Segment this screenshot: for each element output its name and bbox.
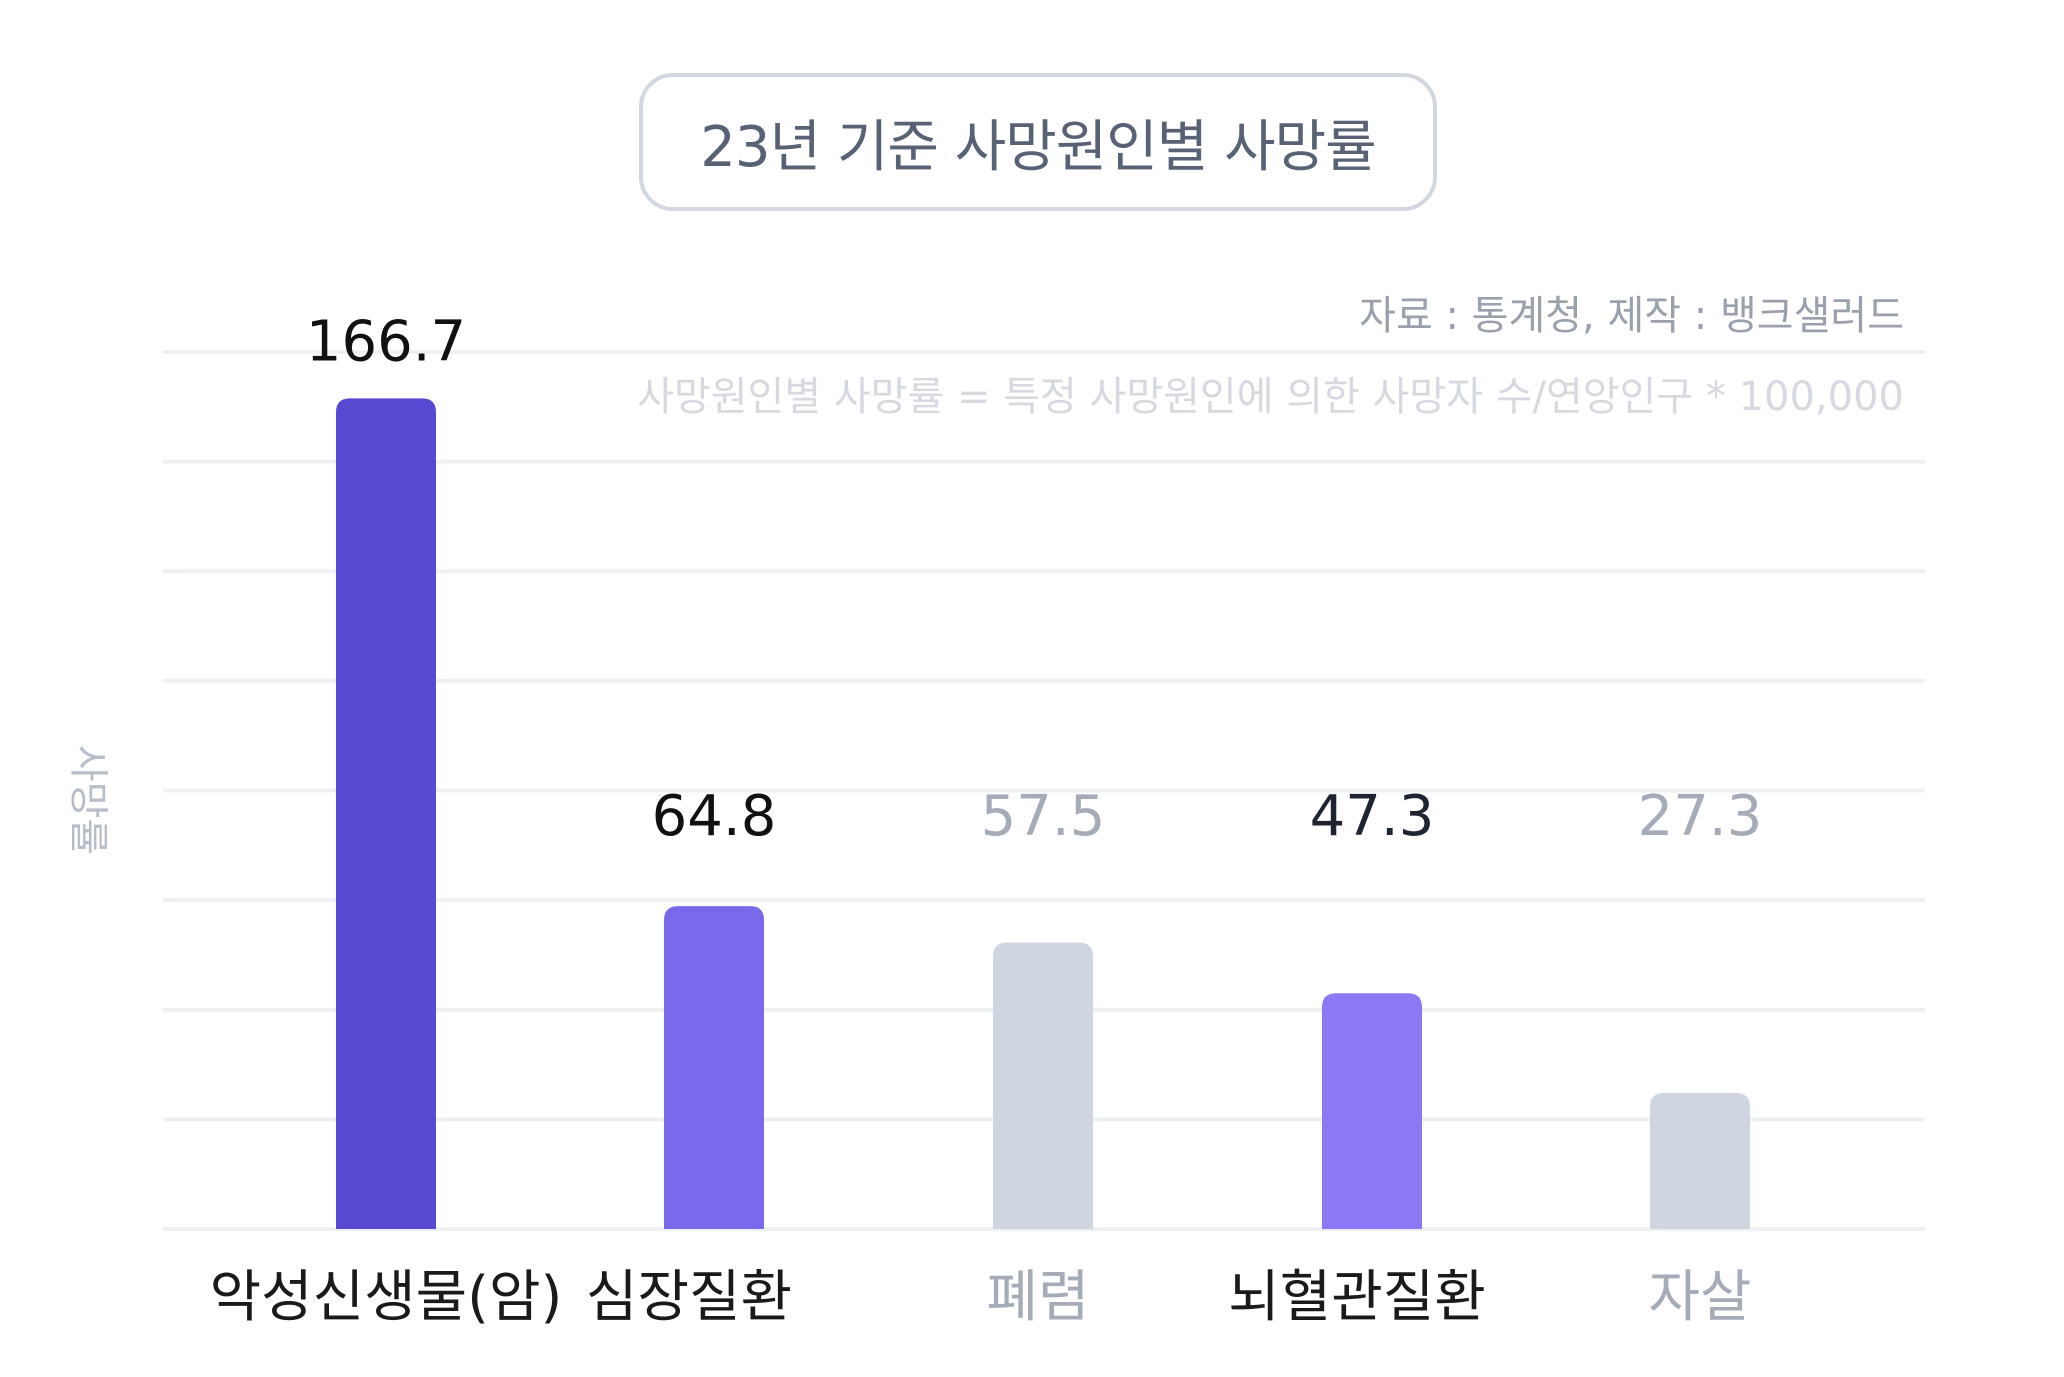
data-label: 166.7	[306, 309, 466, 374]
category-label: 심장질환	[586, 1265, 792, 1330]
data-label: 64.8	[652, 784, 777, 849]
data-label: 57.5	[981, 784, 1106, 849]
data-label: 47.3	[1310, 784, 1435, 849]
category-label: 자살	[1648, 1265, 1751, 1330]
bar	[993, 942, 1093, 1229]
category-label: 악성신생물(암)	[210, 1265, 563, 1330]
bar	[664, 906, 764, 1229]
category-label: 폐렴	[986, 1265, 1089, 1330]
formula-note: 사망원인별 사망률 = 특정 사망원인에 의한 사망자 수/연앙인구 * 100…	[637, 374, 1904, 420]
data-label: 27.3	[1638, 784, 1763, 849]
bar	[1322, 993, 1422, 1229]
source-note: 자료 : 통계청, 제작 : 뱅크샐러드	[1359, 293, 1904, 339]
bar	[336, 398, 436, 1229]
chart-title: 23년 기준 사망원인별 사망률	[639, 73, 1437, 211]
category-label: 뇌혈관질환	[1228, 1265, 1486, 1330]
bar	[1650, 1092, 1750, 1229]
